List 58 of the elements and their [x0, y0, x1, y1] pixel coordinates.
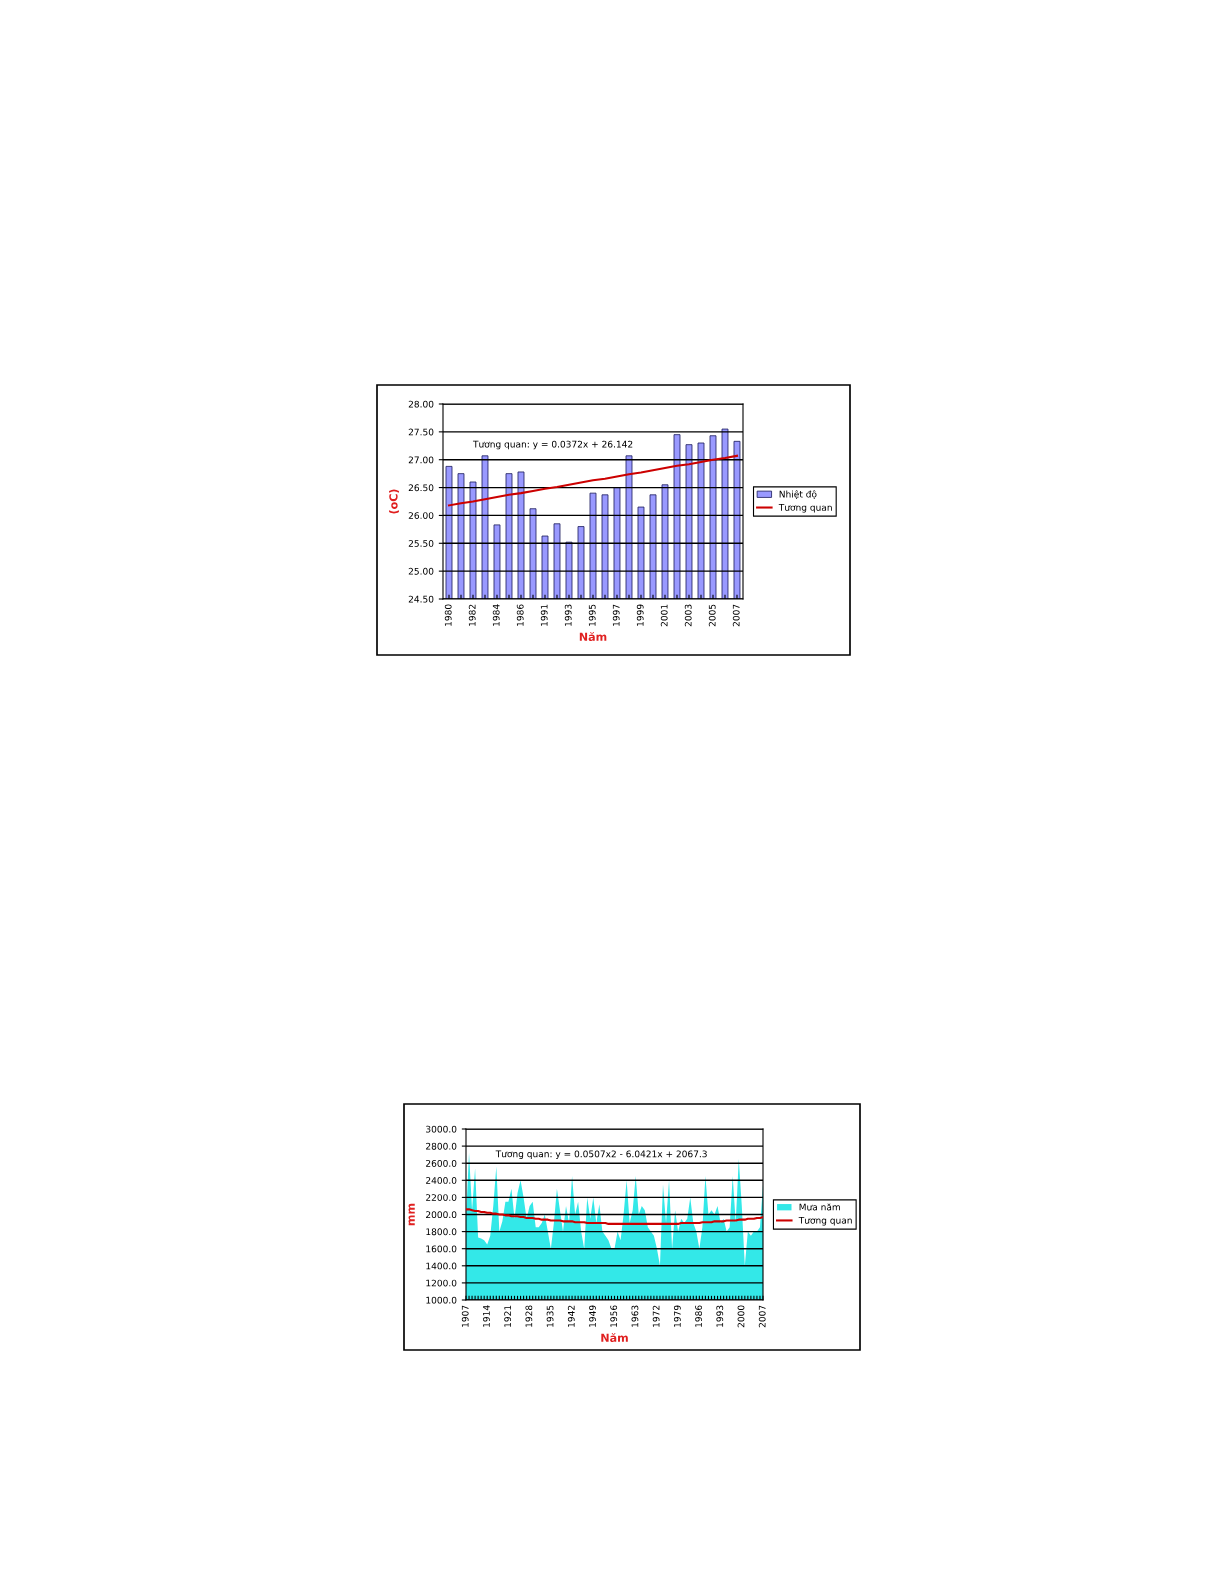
x-tick-label: 1972	[652, 1305, 660, 1327]
x-tick-label: 1914	[483, 1305, 490, 1327]
x-tick-label: 1928	[525, 1305, 533, 1327]
x-tick-label: 2007	[732, 604, 740, 627]
y-tick-label: 2800.0	[426, 1142, 457, 1150]
y-tick-label: 26.00	[408, 512, 434, 519]
x-tick-label: 1921	[504, 1305, 512, 1327]
x-tick-label: 2001	[660, 604, 668, 627]
x-tick-label: 1986	[695, 1305, 702, 1327]
x-tick-label: 2000	[737, 1305, 745, 1328]
y-tick-label: 2600.0	[426, 1159, 457, 1167]
x-tick-label: 1993	[716, 1305, 724, 1327]
annotation: Tương quan: y = 0.0507x2 - 6.0421x + 2067.3	[495, 1150, 707, 1160]
legend-label: Tương quan	[778, 504, 832, 513]
x-tick-label: 2007	[758, 1305, 766, 1328]
x-tick-label: 1980	[444, 604, 452, 626]
legend-label: Tương quan	[798, 1217, 852, 1226]
y-axis-title: (oC)	[389, 489, 399, 514]
y-tick-label: 1800.0	[426, 1228, 457, 1236]
x-tick-label: 1993	[564, 604, 572, 626]
x-tick-label: 1999	[636, 604, 644, 626]
y-tick-label: 27.50	[408, 428, 434, 436]
x-tick-label: 1935	[546, 1305, 554, 1327]
x-axis-title: Năm	[579, 632, 607, 641]
y-tick-label: 24.50	[408, 595, 434, 603]
y-tick-label: 1400.0	[426, 1262, 457, 1270]
annotation: Tương quan: y = 0.0372x + 26.142	[472, 440, 633, 450]
x-tick-label: 2005	[708, 604, 716, 627]
line-series	[447, 454, 739, 507]
y-tick-label: 27.00	[408, 456, 434, 464]
x-tick-label: 1963	[631, 1305, 639, 1327]
y-tick-label: 2000.0	[426, 1211, 457, 1219]
legend-label: Nhiệt độ	[779, 490, 817, 500]
x-tick-label: 1986	[516, 604, 524, 626]
x-tick-label: 1997	[612, 604, 620, 626]
x-tick-label: 1979	[673, 1305, 681, 1327]
x-tick-label: 1942	[567, 1305, 575, 1327]
y-tick-label: 25.00	[408, 567, 434, 575]
x-tick-label: 1991	[540, 604, 548, 626]
x-tick-label: 1982	[468, 604, 476, 626]
x-tick-label: 2003	[684, 604, 692, 627]
x-tick-label: 1956	[610, 1305, 618, 1327]
y-tick-label: 25.50	[408, 540, 434, 547]
x-axis-title: Năm	[601, 1333, 628, 1342]
y-tick-label: 2200.0	[426, 1194, 457, 1201]
x-tick-label: 1907	[461, 1305, 469, 1327]
y-tick-label: 1600.0	[426, 1245, 457, 1253]
x-tick-label: 1984	[492, 604, 500, 626]
y-tick-label: 1000.0	[426, 1296, 457, 1304]
y-tick-label: 2400.0	[426, 1177, 457, 1184]
x-tick-label: 1995	[588, 604, 596, 626]
y-tick-label: 26.50	[408, 484, 434, 492]
y-tick-label: 28.00	[408, 400, 434, 408]
legend-label: Mưa năm	[799, 1203, 840, 1211]
y-tick-label: 3000.0	[426, 1125, 457, 1133]
y-axis-title: mm	[408, 1203, 415, 1226]
y-tick-label: 1200.0	[426, 1279, 457, 1287]
x-tick-label: 1949	[589, 1305, 596, 1327]
